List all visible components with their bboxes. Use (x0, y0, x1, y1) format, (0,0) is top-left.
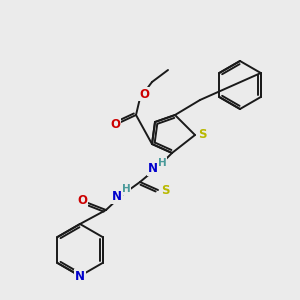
Text: H: H (122, 184, 130, 194)
Text: N: N (148, 163, 158, 176)
Text: S: S (198, 128, 206, 142)
Text: O: O (110, 118, 120, 130)
Text: N: N (75, 269, 85, 283)
Text: H: H (158, 158, 166, 168)
Text: S: S (161, 184, 169, 196)
Text: O: O (77, 194, 87, 208)
Text: O: O (139, 88, 149, 100)
Text: N: N (112, 190, 122, 203)
